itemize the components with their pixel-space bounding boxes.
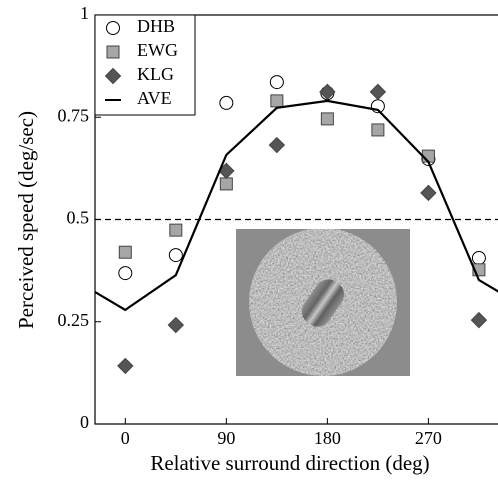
marker [219, 177, 233, 191]
x-tick-label: 0 [121, 428, 130, 448]
plot-area [95, 75, 498, 375]
x-tick-label: 90 [217, 428, 235, 448]
legend-label: AVE [137, 88, 172, 108]
marker [219, 95, 234, 110]
legend: DHB EWG KLG AVE [94, 14, 196, 116]
marker [104, 67, 122, 85]
marker [371, 123, 385, 137]
y-tick-label: 0.75 [58, 105, 90, 125]
marker [106, 45, 120, 59]
x-tick-label: 180 [314, 428, 341, 448]
marker [117, 357, 134, 375]
marker [118, 245, 132, 259]
y-tick-label: 0 [80, 412, 89, 432]
legend-label: EWG [137, 40, 178, 60]
legend-label: DHB [137, 16, 175, 36]
x-axis-title: Relative surround direction (deg) [150, 451, 429, 475]
inset-stimulus [236, 229, 410, 376]
marker [270, 94, 284, 108]
y-tick-label: 0.5 [67, 208, 90, 228]
y-tick-label: 0.25 [58, 310, 90, 330]
marker [269, 75, 284, 90]
marker [168, 248, 183, 263]
marker [320, 112, 334, 126]
marker [319, 83, 336, 101]
legend-label: KLG [137, 64, 174, 84]
marker [471, 250, 486, 265]
y-tick-label: 1 [80, 3, 89, 23]
average-line [95, 99, 498, 312]
marker [470, 311, 488, 329]
marker [169, 223, 183, 237]
marker [167, 316, 185, 334]
y-axis-title: Perceived speed (deg/sec) [14, 111, 38, 329]
marker [106, 21, 120, 35]
marker [268, 136, 286, 154]
x-tick-label: 270 [415, 428, 442, 448]
marker [369, 83, 387, 101]
marker [118, 266, 133, 281]
marker [420, 184, 437, 202]
